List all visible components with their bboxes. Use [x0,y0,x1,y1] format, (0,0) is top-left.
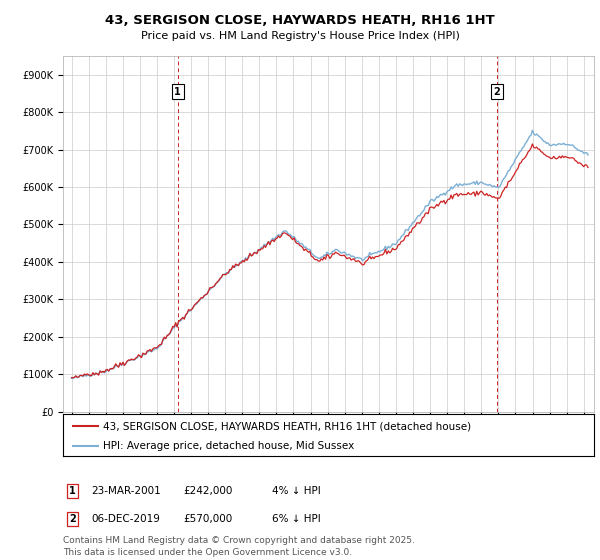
Text: £242,000: £242,000 [183,486,232,496]
Text: 6% ↓ HPI: 6% ↓ HPI [272,514,320,524]
Text: 43, SERGISON CLOSE, HAYWARDS HEATH, RH16 1HT (detached house): 43, SERGISON CLOSE, HAYWARDS HEATH, RH16… [103,421,471,431]
Text: 1: 1 [69,486,76,496]
Text: 06-DEC-2019: 06-DEC-2019 [91,514,160,524]
Text: Contains HM Land Registry data © Crown copyright and database right 2025.
This d: Contains HM Land Registry data © Crown c… [63,536,415,557]
Text: Price paid vs. HM Land Registry's House Price Index (HPI): Price paid vs. HM Land Registry's House … [140,31,460,41]
Text: HPI: Average price, detached house, Mid Sussex: HPI: Average price, detached house, Mid … [103,441,354,451]
Text: 43, SERGISON CLOSE, HAYWARDS HEATH, RH16 1HT: 43, SERGISON CLOSE, HAYWARDS HEATH, RH16… [105,14,495,27]
Text: 4% ↓ HPI: 4% ↓ HPI [272,486,320,496]
Text: £570,000: £570,000 [183,514,232,524]
Text: 2: 2 [494,87,500,96]
Text: 2: 2 [69,514,76,524]
Text: 1: 1 [175,87,181,96]
Text: 23-MAR-2001: 23-MAR-2001 [91,486,161,496]
